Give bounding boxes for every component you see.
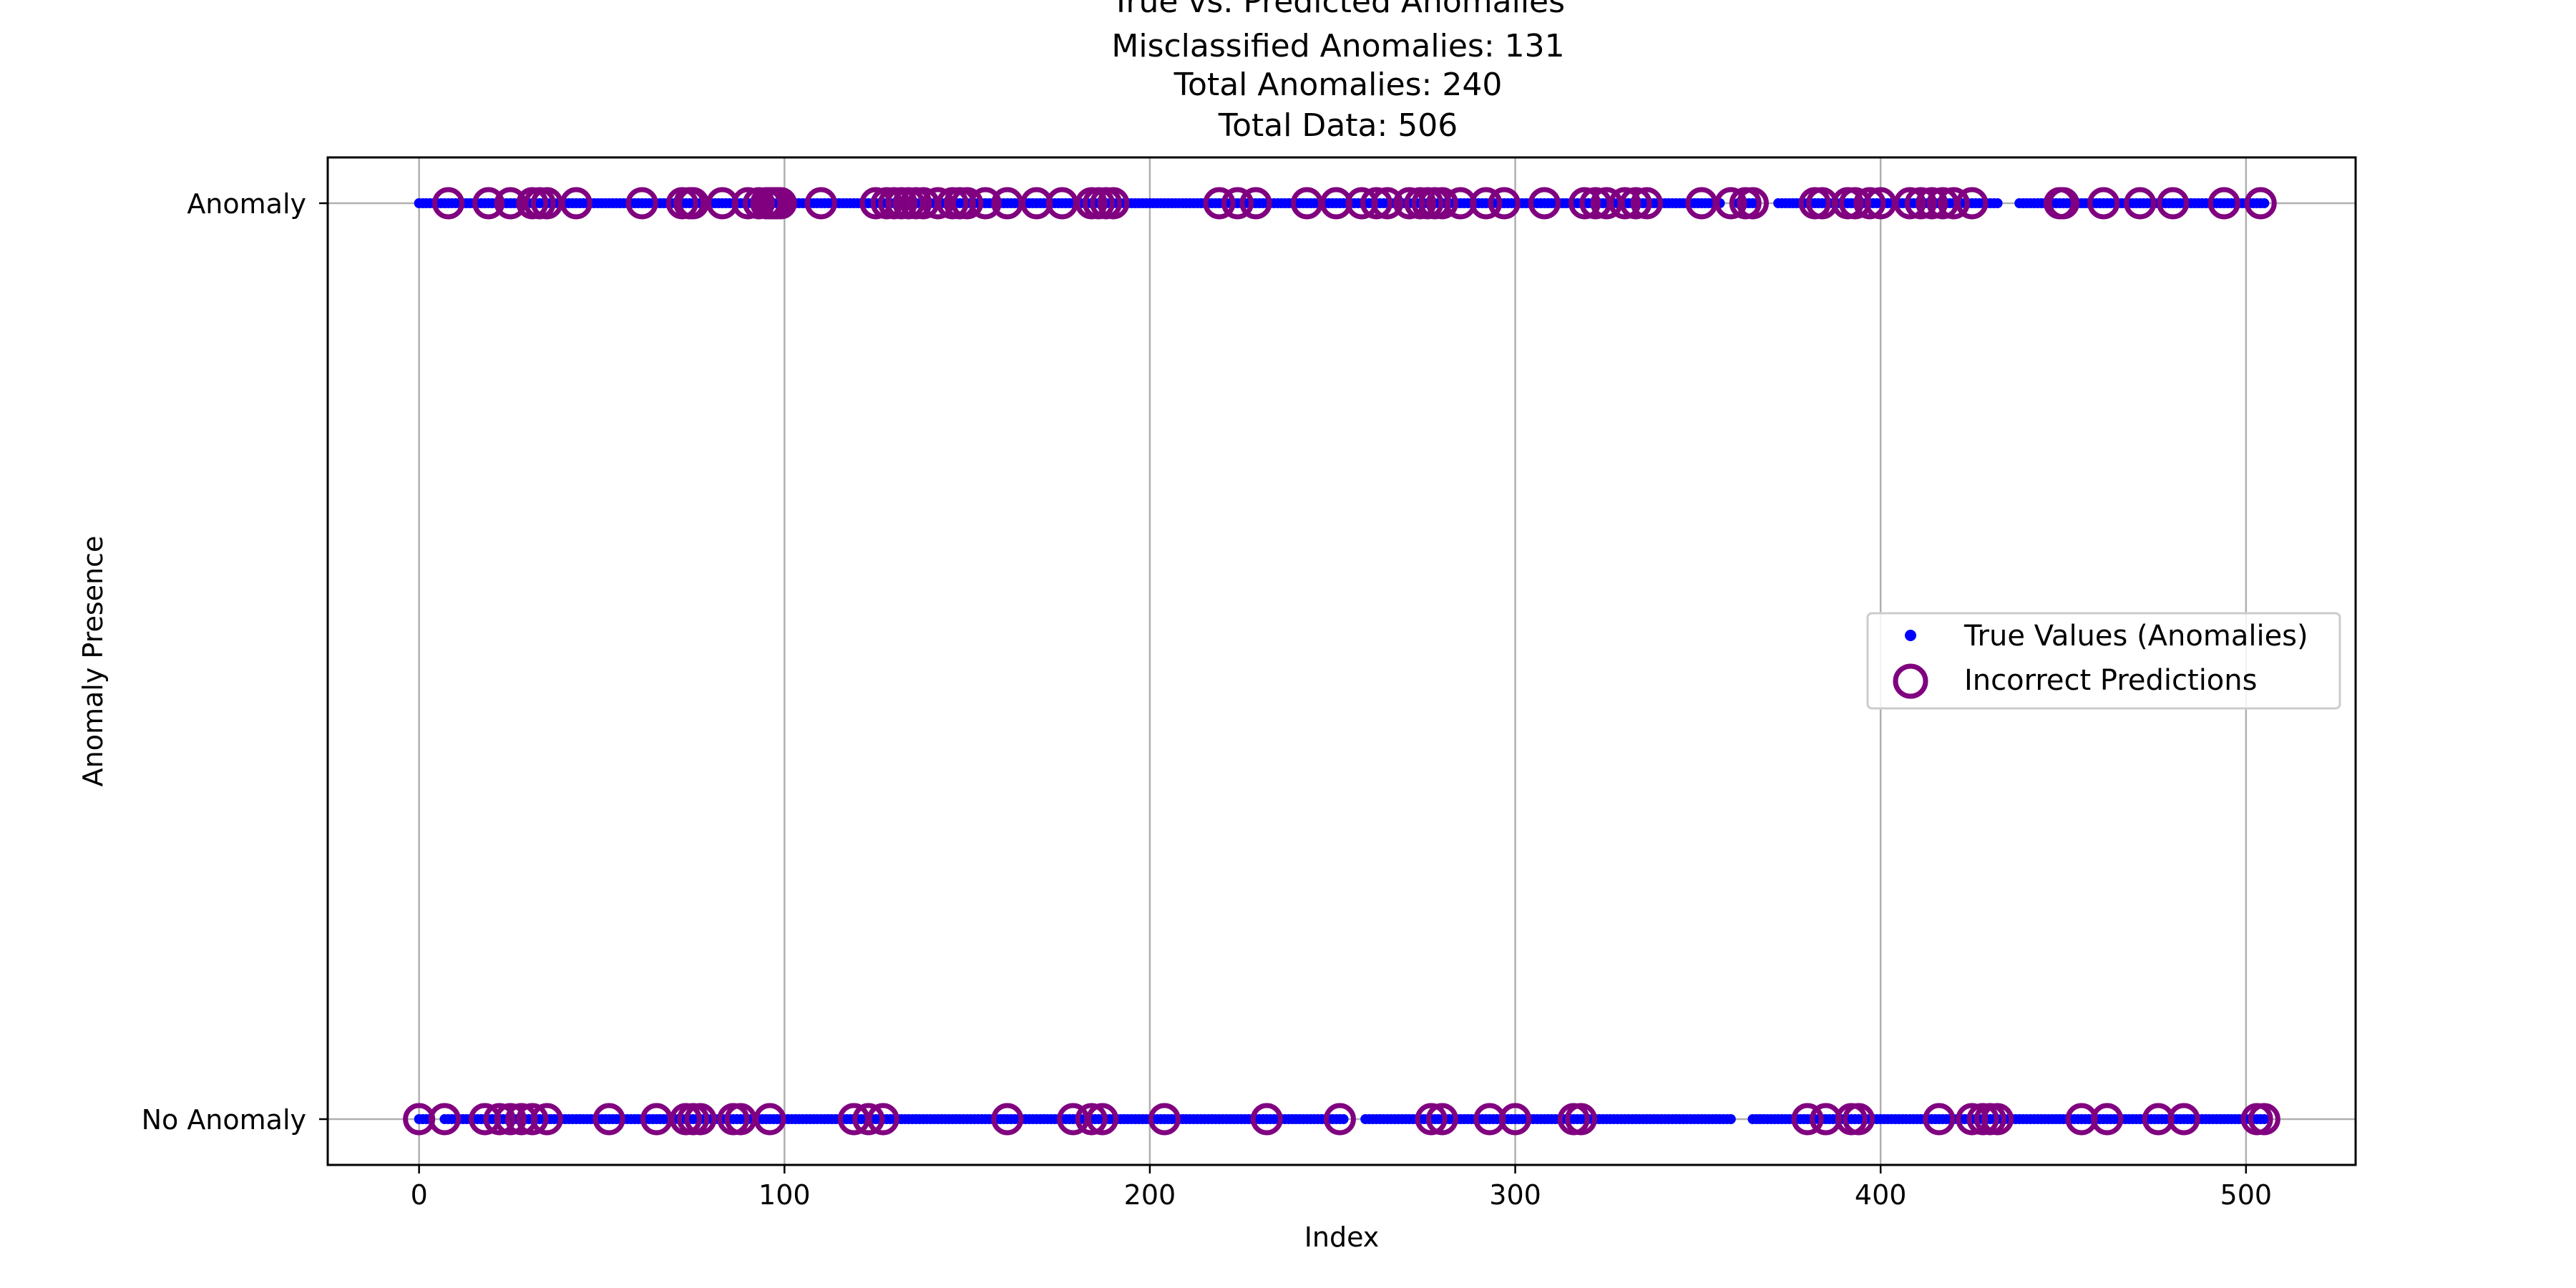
incorrect-prediction-point — [1415, 1103, 1448, 1136]
x-tick-label: 500 — [2220, 1179, 2273, 1211]
incorrect-prediction-point — [1425, 1103, 1458, 1136]
y-axis-ticks: No Anomaly Anomaly — [142, 188, 328, 1136]
incorrect-prediction-point — [804, 187, 837, 220]
true-value-point — [2259, 198, 2270, 208]
chart-title: True vs. Predicted Anomalies Misclassifi… — [1111, 0, 1565, 144]
x-tick-label: 400 — [1855, 1179, 1907, 1211]
incorrect-prediction-point — [1619, 187, 1652, 220]
y-tick-label: Anomaly — [187, 188, 306, 220]
incorrect-prediction-point — [2087, 187, 2120, 220]
incorrect-prediction-point — [684, 1103, 717, 1136]
incorrect-prediction-point — [852, 1103, 885, 1136]
incorrect-prediction-point — [1075, 1103, 1108, 1136]
incorrect-prediction-point — [1916, 187, 1948, 220]
true-value-point — [1338, 1114, 1349, 1124]
incorrect-prediction-point — [2248, 1103, 2280, 1136]
incorrect-prediction-point — [764, 187, 797, 220]
incorrect-prediction-point — [1488, 187, 1521, 220]
x-tick-label: 0 — [411, 1179, 428, 1211]
incorrect-prediction-point — [2124, 187, 2157, 220]
plot-frame — [326, 156, 2357, 1166]
chart-title-line-1: True vs. Predicted Anomalies — [1111, 0, 1565, 20]
incorrect-prediction-point — [1609, 187, 1641, 220]
incorrect-prediction-point — [1937, 187, 1970, 220]
incorrect-prediction-point — [1564, 1103, 1597, 1136]
incorrect-predictions-series — [403, 187, 2280, 1136]
x-tick-label: 300 — [1489, 1179, 1541, 1211]
chart-title-line-2: Misclassified Anomalies: 131 — [1111, 28, 1564, 64]
incorrect-prediction-point — [1360, 187, 1393, 220]
incorrect-prediction-point — [2157, 187, 2190, 220]
incorrect-prediction-point — [867, 1103, 899, 1136]
incorrect-prediction-point — [1371, 187, 1404, 220]
incorrect-prediction-point — [560, 187, 592, 220]
incorrect-prediction-point — [2207, 187, 2240, 220]
incorrect-prediction-point — [625, 187, 658, 220]
incorrect-prediction-point — [969, 187, 1002, 220]
incorrect-prediction-point — [1323, 1103, 1356, 1136]
legend-circle-marker — [1893, 663, 1928, 699]
incorrect-prediction-point — [2167, 1103, 2200, 1136]
y-axis-label: Anomaly Presence — [77, 536, 109, 787]
incorrect-prediction-point — [1086, 1103, 1119, 1136]
incorrect-prediction-point — [1148, 1103, 1181, 1136]
incorrect-prediction-point — [1425, 187, 1458, 220]
incorrect-prediction-point — [1239, 187, 1272, 220]
legend-dot-marker — [1905, 630, 1916, 641]
x-tick-label: 100 — [758, 1179, 811, 1211]
incorrect-prediction-point — [1904, 187, 1937, 220]
incorrect-prediction-point — [1853, 187, 1886, 220]
incorrect-prediction-point — [472, 187, 505, 220]
incorrect-prediction-point — [1736, 187, 1769, 220]
incorrect-prediction-point — [483, 1103, 516, 1136]
incorrect-prediction-point — [951, 187, 984, 220]
incorrect-prediction-point — [753, 1103, 786, 1136]
incorrect-prediction-point — [1568, 187, 1601, 220]
incorrect-prediction-point — [1203, 187, 1236, 220]
legend-label-incorrect-predictions: Incorrect Predictions — [1964, 664, 2257, 697]
incorrect-prediction-point — [1981, 1103, 2014, 1136]
incorrect-prediction-point — [1630, 187, 1663, 220]
x-tick-label: 200 — [1124, 1179, 1176, 1211]
legend: True Values (Anomalies) Incorrect Predic… — [1866, 612, 2341, 710]
plot-area — [326, 156, 2357, 1166]
incorrect-prediction-point — [2244, 187, 2277, 220]
true-value-point — [1725, 1114, 1736, 1124]
incorrect-prediction-point — [428, 1103, 461, 1136]
incorrect-prediction-point — [1250, 1103, 1283, 1136]
incorrect-prediction-point — [1791, 1103, 1824, 1136]
incorrect-prediction-point — [432, 187, 465, 220]
incorrect-prediction-point — [991, 1103, 1024, 1136]
incorrect-prediction-point — [1843, 1103, 1875, 1136]
incorrect-prediction-point — [1221, 187, 1254, 220]
true-value-point — [1992, 198, 2003, 208]
x-axis-ticks: 0 100 200 300 400 500 — [411, 1165, 2273, 1211]
y-tick-label: No Anomaly — [142, 1104, 306, 1136]
incorrect-prediction-point — [1499, 1103, 1532, 1136]
incorrect-prediction-point — [2091, 1103, 2124, 1136]
incorrect-prediction-point — [1097, 187, 1130, 220]
legend-box — [1866, 612, 2341, 710]
incorrect-prediction-point — [1528, 187, 1561, 220]
incorrect-prediction-point — [2046, 187, 2079, 220]
chart-title-line-3: Total Anomalies: 240 — [1174, 67, 1503, 103]
true-value-point — [2259, 1114, 2270, 1124]
incorrect-prediction-point — [592, 1103, 625, 1136]
incorrect-prediction-point — [1923, 1103, 1956, 1136]
incorrect-prediction-point — [1470, 187, 1503, 220]
incorrect-prediction-point — [516, 1103, 549, 1136]
x-axis-label: Index — [1304, 1221, 1380, 1253]
incorrect-prediction-point — [494, 1103, 527, 1136]
chart-title-line-4: Total Data: 506 — [1218, 107, 1458, 144]
legend-label-true-values: True Values (Anomalies) — [1963, 620, 2308, 653]
incorrect-prediction-point — [530, 1103, 563, 1136]
incorrect-prediction-point — [1714, 187, 1747, 220]
incorrect-prediction-point — [1956, 187, 1989, 220]
incorrect-prediction-point — [1893, 187, 1926, 220]
